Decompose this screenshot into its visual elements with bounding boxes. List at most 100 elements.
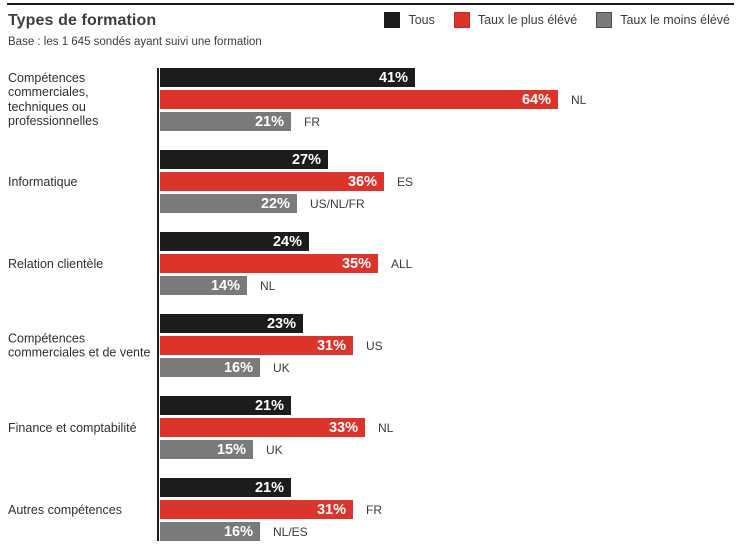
bar-row: 36% ES [160, 172, 746, 191]
legend: Tous Taux le plus élévé Taux le moins élév… [384, 12, 730, 28]
bars-container: 41% 64% NL 21% FR [160, 68, 746, 131]
category-label: Informatique [8, 174, 78, 189]
legend-item-taux-moins-eleve: Taux le moins élévé [596, 12, 730, 28]
bar-value-label: 21% [254, 113, 284, 130]
category-label: Finance et comptabilité [8, 420, 137, 435]
bar-annotation: US/NL/FR [310, 196, 365, 211]
bar-annotation: ES [397, 174, 414, 189]
bar-value-label: 64% [521, 91, 551, 108]
bar-row: 15% UK [160, 440, 746, 459]
legend-item-tous: Tous [384, 12, 435, 28]
bar-value-label: 16% [223, 359, 253, 376]
bars-container: 23% 31% US 16% UK [160, 314, 746, 377]
category-label: Compétences commerciales, techniques ou … [8, 70, 99, 129]
bar-value-label: 33% [328, 419, 358, 436]
page-title: Types de formation [8, 12, 157, 29]
bar-annotation: UK [273, 360, 290, 375]
bar-row: 21% FR [160, 112, 746, 131]
bars-container: 21% 31% FR 16% NL/ES [160, 478, 746, 541]
bar-tous: 21% [160, 396, 291, 415]
bar-annotation: US [366, 338, 383, 353]
bar-value-label: 41% [378, 69, 408, 86]
legend-swatch-icon [453, 12, 470, 28]
legend-label: Taux le plus élévé [477, 13, 578, 27]
bar-value-label: 35% [341, 255, 371, 272]
bar-row: 21% [160, 478, 746, 497]
category-group: Compétences commerciales et de vente 23% 3… [0, 314, 746, 377]
bar-tous: 23% [160, 314, 303, 333]
category-group: Compétences commerciales, techniques ou … [0, 68, 746, 131]
bar-value-label: 14% [210, 277, 240, 294]
bar-row: 23% [160, 314, 746, 333]
bar-row: 35% ALL [160, 254, 746, 273]
bars-container: 24% 35% ALL 14% NL [160, 232, 746, 295]
bar-row: 64% NL [160, 90, 746, 109]
bar-annotation: NL [378, 420, 394, 435]
bar-taux-moins-eleve: 14% [160, 276, 247, 295]
bar-value-label: 23% [266, 315, 296, 332]
bar-value-label: 31% [316, 501, 346, 518]
bar-value-label: 21% [254, 397, 284, 414]
legend-label: Tous [408, 13, 435, 27]
bar-row: 14% NL [160, 276, 746, 295]
category-label: Compétences commerciales et de vente [8, 331, 151, 360]
bar-row: 16% UK [160, 358, 746, 377]
bar-annotation: FR [304, 114, 320, 129]
bar-taux-moins-eleve: 16% [160, 358, 260, 377]
bar-taux-plus-eleve: 64% [160, 90, 558, 109]
category-label: Relation clientèle [8, 256, 104, 271]
bar-row: 22% US/NL/FR [160, 194, 746, 213]
bar-row: 16% NL/ES [160, 522, 746, 541]
category-group: Autres compétences 21% 31% FR 16% NL/ES [0, 478, 746, 541]
bar-chart: Compétences commerciales, techniques ou … [0, 68, 746, 541]
bar-row: 21% [160, 396, 746, 415]
bar-taux-plus-eleve: 31% [160, 500, 353, 519]
bar-row: 33% NL [160, 418, 746, 437]
bar-tous: 41% [160, 68, 415, 87]
top-rule [7, 3, 734, 5]
legend-swatch-icon [384, 12, 401, 28]
bar-value-label: 16% [223, 523, 253, 540]
bar-taux-plus-eleve: 36% [160, 172, 384, 191]
bar-row: 31% FR [160, 500, 746, 519]
bar-tous: 21% [160, 478, 291, 497]
bar-taux-moins-eleve: 16% [160, 522, 260, 541]
bar-value-label: 15% [216, 441, 246, 458]
bar-value-label: 21% [254, 479, 284, 496]
bar-value-label: 27% [291, 151, 321, 168]
bar-taux-plus-eleve: 35% [160, 254, 378, 273]
header: Types de formation Base : les 1 645 sond… [8, 12, 262, 48]
bar-value-label: 31% [316, 337, 346, 354]
bar-taux-moins-eleve: 15% [160, 440, 253, 459]
bar-taux-moins-eleve: 22% [160, 194, 297, 213]
bar-tous: 24% [160, 232, 309, 251]
legend-swatch-icon [596, 12, 613, 28]
category-group: Finance et comptabilité 21% 33% NL 15% UK [0, 396, 746, 459]
bar-annotation: UK [266, 442, 283, 457]
bar-annotation: NL [260, 278, 276, 293]
bar-annotation: NL [571, 92, 587, 107]
category-group: Relation clientèle 24% 35% ALL 14% NL [0, 232, 746, 295]
legend-item-taux-plus-eleve: Taux le plus élévé [453, 12, 578, 28]
bar-row: 41% [160, 68, 746, 87]
bar-row: 31% US [160, 336, 746, 355]
bar-annotation: ALL [391, 256, 413, 271]
base-note: Base : les 1 645 sondés ayant suivi une … [8, 36, 262, 48]
category-group: Informatique 27% 36% ES 22% US/NL/FR [0, 150, 746, 213]
bar-row: 27% [160, 150, 746, 169]
bars-container: 21% 33% NL 15% UK [160, 396, 746, 459]
bar-annotation: FR [366, 502, 382, 517]
bar-value-label: 22% [260, 195, 290, 212]
bar-taux-plus-eleve: 31% [160, 336, 353, 355]
bar-row: 24% [160, 232, 746, 251]
y-axis-line [157, 68, 159, 541]
bar-annotation: NL/ES [273, 524, 308, 539]
category-label: Autres compétences [8, 502, 122, 517]
bar-taux-plus-eleve: 33% [160, 418, 365, 437]
bars-container: 27% 36% ES 22% US/NL/FR [160, 150, 746, 213]
bar-tous: 27% [160, 150, 328, 169]
bar-value-label: 24% [272, 233, 302, 250]
legend-label: Taux le moins élévé [620, 13, 730, 27]
bar-taux-moins-eleve: 21% [160, 112, 291, 131]
